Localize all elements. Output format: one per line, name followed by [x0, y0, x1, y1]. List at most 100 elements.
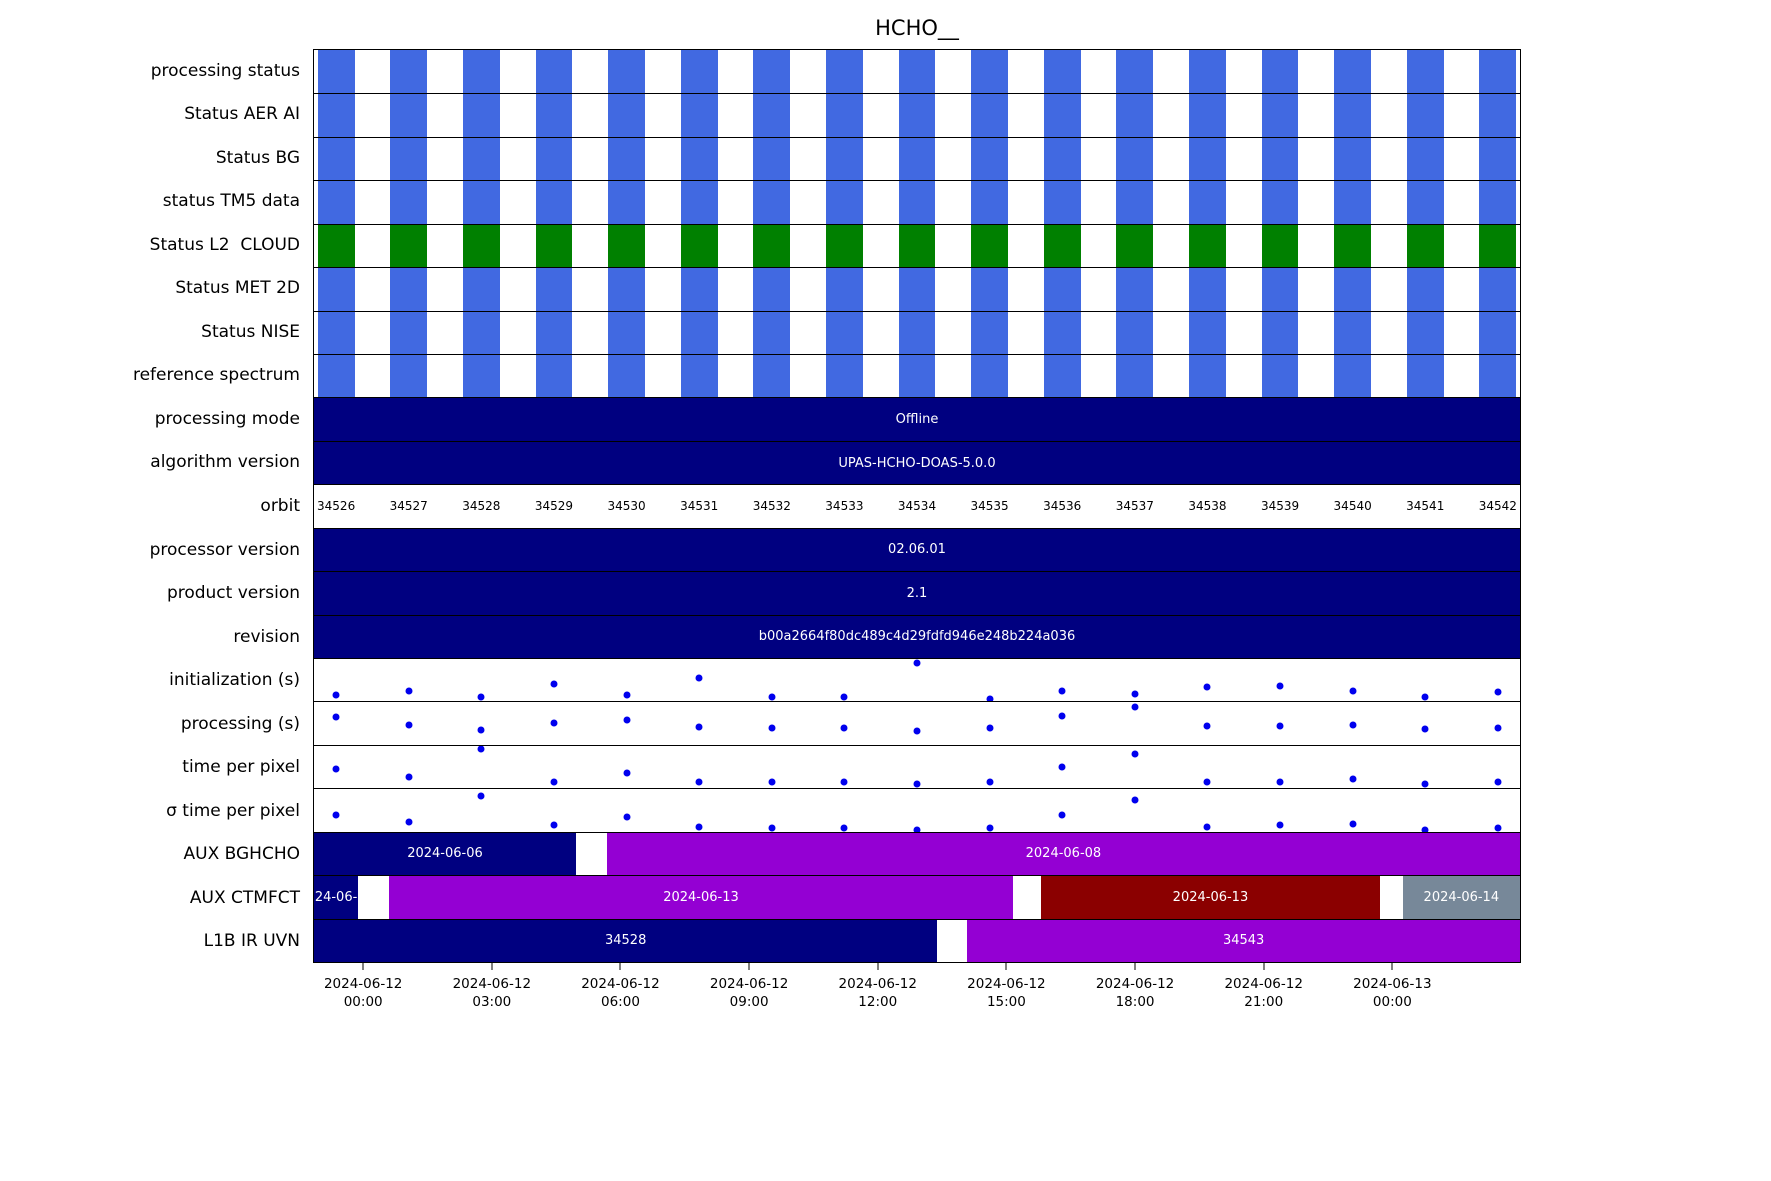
reference-spectrum-bar: [971, 354, 1008, 398]
status-aer-ai-bar: [971, 94, 1008, 137]
status-nise-bar: [1189, 311, 1226, 354]
orbit-number: 34539: [1260, 499, 1300, 514]
initialization-s-dot: [840, 693, 848, 701]
processing-s-dot: [986, 724, 994, 732]
status-nise-bar: [390, 311, 428, 354]
processing-s-dot: [623, 716, 631, 724]
y-label-processing-status: processing status: [150, 60, 300, 81]
y-label-status-l2-cloud: Status L2 CLOUD: [149, 234, 300, 255]
time-per-pixel-dot: [986, 778, 994, 786]
status-tm5-data-bar: [898, 181, 936, 224]
aux-ctmfct-segment: 2024-06-14: [1402, 876, 1520, 919]
x-tick-label: 2024-06-12 15:00: [967, 976, 1046, 1011]
time-per-pixel-dot: [550, 821, 558, 829]
processing-s-dot: [1421, 725, 1429, 733]
time-per-pixel-dot: [405, 773, 413, 781]
status-nise-bar: [1406, 311, 1444, 354]
reference-spectrum-bar: [1043, 354, 1081, 398]
status-met-2d-bar: [1261, 268, 1299, 311]
status-met-2d-bar: [680, 268, 718, 311]
row-time-per-pixel: [314, 788, 1520, 832]
reference-spectrum-bar: [390, 354, 428, 398]
orbit-number: 34528: [462, 499, 501, 514]
status-l2-cloud-bar: [1334, 224, 1372, 268]
y-label-status-met-2d: Status MET 2D: [175, 278, 300, 299]
y-label-processor-version: processor version: [149, 539, 300, 560]
status-met-2d-bar: [1116, 268, 1154, 311]
orbit-number: 34530: [607, 499, 646, 514]
l1b-ir-uvn-segment: 34543: [967, 919, 1520, 962]
orbit-number: 34536: [1043, 499, 1082, 514]
time-per-pixel-dot: [1349, 775, 1357, 783]
row-time-per-pixel: [314, 744, 1520, 788]
status-l2-cloud-bar: [1261, 224, 1299, 268]
initialization-s-dot: [1058, 687, 1066, 695]
orbit-number: 34526: [317, 499, 356, 514]
y-axis-labels: processing status Status AER AI Status BG s…: [0, 49, 306, 963]
row-processing-s: [314, 701, 1520, 744]
status-tm5-data-bar: [1116, 181, 1154, 224]
initialization-s-dot: [550, 680, 558, 688]
status-bg-bar: [390, 137, 428, 181]
status-l2-cloud-bar: [317, 224, 355, 268]
row-initialization-s: [314, 657, 1520, 702]
processing-s-dot: [405, 721, 413, 729]
reference-spectrum-bar: [1334, 354, 1372, 398]
x-tick-mark: [1005, 963, 1007, 970]
row-status-nise: [314, 310, 1520, 354]
row-status-aer-ai: [314, 93, 1520, 137]
status-tm5-data-bar: [680, 181, 718, 224]
status-tm5-data-bar: [1189, 181, 1226, 224]
reference-spectrum-bar: [608, 354, 645, 398]
status-nise-bar: [1334, 311, 1372, 354]
y-label-revision: revision: [233, 626, 300, 647]
status-aer-ai-bar: [1043, 94, 1081, 137]
status-tm5-data-bar: [1406, 181, 1444, 224]
x-tick-mark: [1263, 963, 1265, 970]
time-per-pixel-dot: [1276, 778, 1284, 786]
time-per-pixel-dot: [840, 824, 848, 832]
time-per-pixel-dot: [695, 778, 703, 786]
status-tm5-data-bar: [825, 181, 863, 224]
status-met-2d-bar: [1406, 268, 1444, 311]
x-tick-label: 2024-06-12 03:00: [452, 976, 532, 1011]
orbit-number: 34537: [1115, 499, 1154, 514]
status-nise-bar: [753, 311, 791, 354]
orbit-number: 34542: [1478, 499, 1517, 514]
orbit-number: 34531: [680, 499, 719, 514]
processing-status-bar: [1479, 50, 1517, 94]
time-per-pixel-dot: [768, 824, 776, 832]
status-bg-bar: [535, 137, 573, 181]
status-bg-bar: [317, 137, 355, 181]
time-per-pixel-dot: [623, 769, 631, 777]
status-nise-bar: [462, 311, 500, 354]
status-met-2d-bar: [898, 268, 936, 311]
initialization-s-dot: [1349, 687, 1357, 695]
status-l2-cloud-bar: [1479, 224, 1517, 268]
processing-s-dot: [913, 727, 921, 735]
status-l2-cloud-bar: [898, 224, 936, 268]
status-aer-ai-bar: [753, 94, 791, 137]
processing-s-dot: [477, 726, 485, 734]
processing-s-dot: [768, 724, 776, 732]
reference-spectrum-bar: [825, 354, 863, 398]
time-per-pixel-dot: [1058, 763, 1066, 771]
orbit-number: 34538: [1188, 499, 1227, 514]
status-met-2d-bar: [535, 268, 573, 311]
status-bg-bar: [1261, 137, 1299, 181]
status-nise-bar: [317, 311, 355, 354]
aux-ctmfct-segment: 2024-06-13: [388, 876, 1014, 919]
processing-status-bar: [971, 50, 1008, 94]
time-per-pixel-dot: [332, 765, 340, 773]
orbit-number: 34540: [1333, 499, 1372, 514]
row-status-tm5-data: [314, 180, 1520, 224]
reference-spectrum-bar: [1189, 354, 1226, 398]
time-per-pixel-dot: [1131, 796, 1139, 804]
status-bg-bar: [462, 137, 500, 181]
row-processing-status: [314, 50, 1520, 94]
x-tick-mark: [877, 963, 879, 970]
x-tick-label: 2024-06-12 21:00: [1224, 976, 1303, 1011]
l1b-ir-uvn-segment: 34528: [314, 919, 938, 962]
row-aux-bghcho: 2024-06-06 2024-06-08: [314, 831, 1520, 876]
processing-s-dot: [695, 723, 703, 731]
